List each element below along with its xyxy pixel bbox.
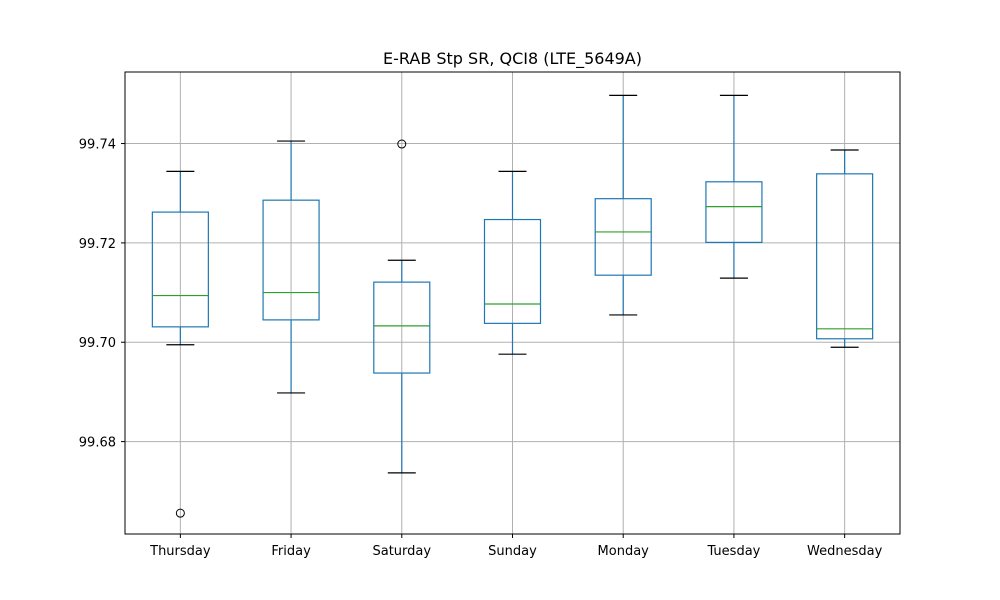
- y-tick-label: 99.74: [79, 138, 116, 153]
- x-tick-label: Sunday: [488, 544, 537, 559]
- x-tick-label: Saturday: [372, 544, 431, 559]
- ticks: Thursday Friday Saturday Sunday Monday Tuesda…: [79, 138, 883, 559]
- box-tuesday: [705, 94, 763, 279]
- iqr-box: [594, 198, 652, 276]
- x-tick-label: Friday: [271, 544, 311, 559]
- y-tick-label: 99.70: [79, 336, 116, 351]
- grid: [125, 72, 900, 534]
- x-tick-label: Tuesday: [706, 544, 760, 559]
- box-friday: [262, 140, 320, 394]
- y-tick-label: 99.68: [79, 436, 116, 451]
- outlier-point: [175, 508, 185, 518]
- box-sunday: [483, 170, 542, 355]
- iqr-box: [151, 211, 209, 328]
- iqr-box: [262, 199, 320, 321]
- box-monday: [594, 94, 652, 316]
- iqr-box: [816, 173, 874, 340]
- iqr-box: [373, 281, 431, 374]
- box-wednesday: [816, 149, 874, 348]
- x-tick-label: Wednesday: [807, 544, 883, 559]
- iqr-box: [483, 218, 542, 324]
- x-tick-label: Thursday: [149, 544, 211, 559]
- y-tick-label: 99.72: [79, 237, 116, 252]
- box-saturday: [373, 139, 431, 474]
- chart-title: E-RAB Stp SR, QCI8 (LTE_5649A): [383, 49, 642, 69]
- box-thursday: [151, 170, 209, 518]
- x-tick-label: Monday: [598, 544, 650, 559]
- outlier-point: [397, 139, 407, 149]
- iqr-box: [705, 181, 763, 243]
- boxes: [151, 94, 874, 518]
